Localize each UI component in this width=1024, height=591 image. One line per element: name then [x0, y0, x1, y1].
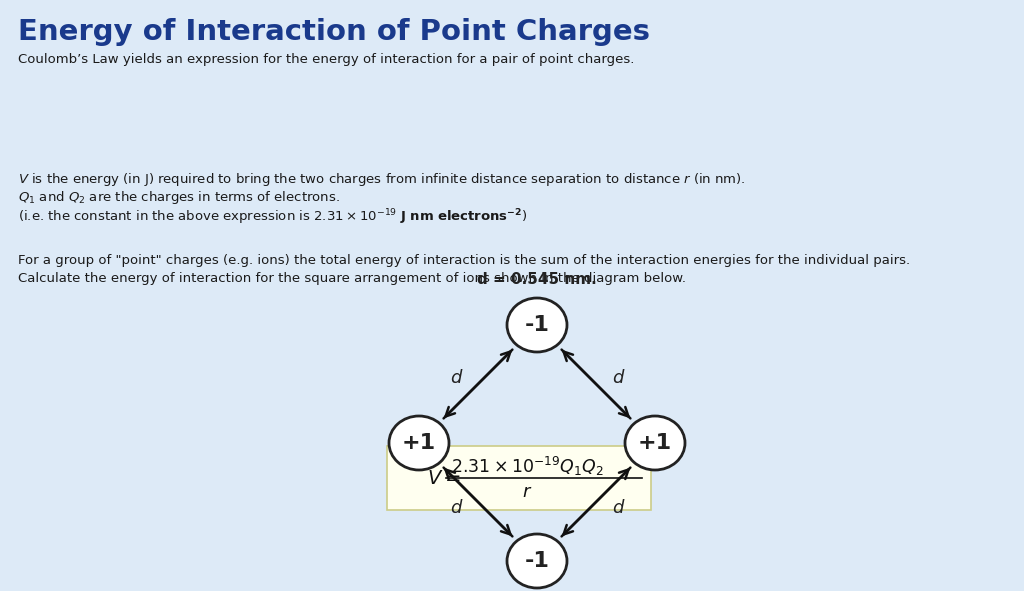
- Text: $2.31 \times 10^{-19}Q_1Q_2$: $2.31 \times 10^{-19}Q_1Q_2$: [451, 455, 603, 478]
- Ellipse shape: [625, 416, 685, 470]
- Text: Energy of Interaction of Point Charges: Energy of Interaction of Point Charges: [18, 18, 650, 46]
- Text: For a group of "point" charges (e.g. ions) the total energy of interaction is th: For a group of "point" charges (e.g. ion…: [18, 254, 910, 267]
- Text: Calculate the energy of interaction for the square arrangement of ions shown in : Calculate the energy of interaction for …: [18, 272, 686, 285]
- Text: $V$ is the energy (in J) required to bring the two charges from infinite distanc: $V$ is the energy (in J) required to bri…: [18, 171, 745, 188]
- Text: d: d: [612, 369, 624, 387]
- Text: $V =$: $V =$: [427, 469, 461, 488]
- FancyBboxPatch shape: [387, 446, 651, 510]
- Text: -1: -1: [524, 315, 550, 335]
- Text: d: d: [451, 499, 462, 517]
- Ellipse shape: [389, 416, 449, 470]
- Ellipse shape: [507, 534, 567, 588]
- Text: +1: +1: [638, 433, 672, 453]
- Text: $r$: $r$: [522, 483, 532, 501]
- Text: d = 0.545 nm.: d = 0.545 nm.: [477, 271, 597, 287]
- Text: +1: +1: [402, 433, 436, 453]
- Text: d: d: [451, 369, 462, 387]
- Text: (i.e. the constant in the above expression is $2.31\times10^{-19}$ $\mathbf{J\ n: (i.e. the constant in the above expressi…: [18, 207, 527, 226]
- Text: Coulomb’s Law yields an expression for the energy of interaction for a pair of p: Coulomb’s Law yields an expression for t…: [18, 53, 635, 66]
- Ellipse shape: [507, 298, 567, 352]
- Text: d: d: [612, 499, 624, 517]
- Text: -1: -1: [524, 551, 550, 571]
- Text: $Q_1$ and $Q_2$ are the charges in terms of electrons.: $Q_1$ and $Q_2$ are the charges in terms…: [18, 189, 340, 206]
